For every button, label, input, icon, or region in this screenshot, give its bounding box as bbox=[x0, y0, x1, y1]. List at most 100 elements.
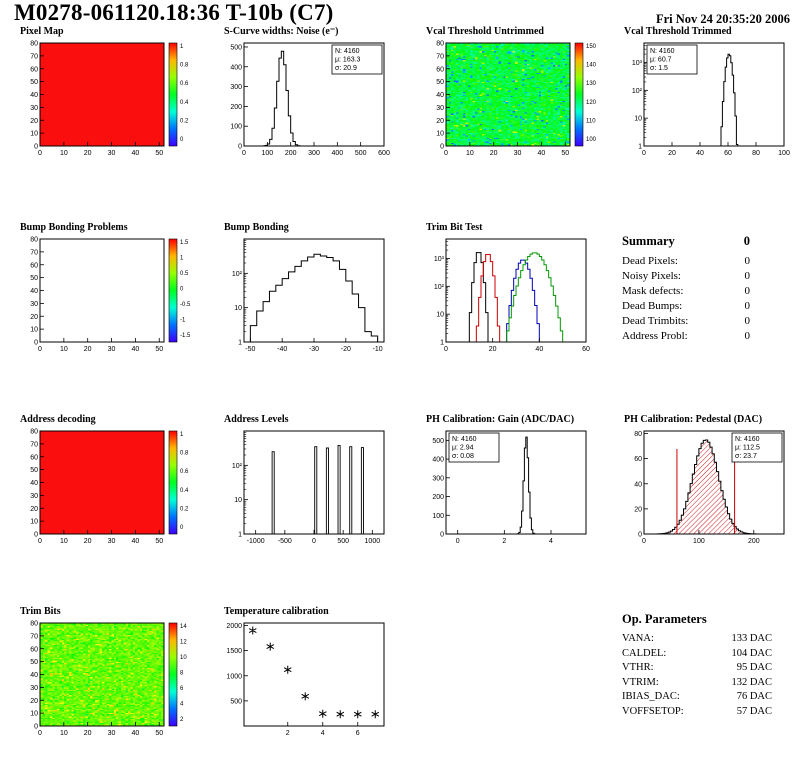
svg-text:80: 80 bbox=[436, 41, 444, 48]
svg-text:200: 200 bbox=[230, 104, 242, 111]
summary-total: 0 bbox=[743, 234, 750, 248]
svg-text:0: 0 bbox=[38, 538, 42, 545]
bump-bonding-chart: -50 -40 -30 -20 -10 1 10 10² bbox=[232, 238, 385, 353]
summary-row-value: 0 bbox=[744, 300, 751, 312]
plot-pixel-map: Pixel Map 0 10 20 30 40 50 0 10 20 30 40 50 60 70 80 1 0… bbox=[14, 26, 210, 162]
svg-text:60: 60 bbox=[30, 262, 38, 269]
ph-pedestal-chart: 0 100 200 0 20 40 60 80 N: 4160 μ: 112.5σ: 23.7 bbox=[634, 430, 785, 545]
trim-bit-test-chart: 0 20 40 60 1 10 10² 10³ bbox=[434, 238, 590, 353]
svg-text:4: 4 bbox=[549, 538, 553, 545]
svg-text:10: 10 bbox=[180, 655, 187, 661]
svg-text:0: 0 bbox=[38, 346, 42, 353]
svg-text:0.5: 0.5 bbox=[180, 271, 189, 277]
svg-text:50: 50 bbox=[30, 659, 38, 666]
svg-text:110: 110 bbox=[586, 118, 596, 124]
svg-text:50: 50 bbox=[561, 150, 569, 157]
svg-text:50: 50 bbox=[436, 79, 444, 86]
svg-text:40: 40 bbox=[535, 346, 543, 353]
svg-text:μ: 2.94: μ: 2.94 bbox=[452, 445, 474, 452]
summary-row-label: Dead Bumps: bbox=[622, 300, 683, 312]
svg-text:100: 100 bbox=[432, 513, 444, 520]
svg-text:0: 0 bbox=[34, 724, 38, 731]
svg-text:20: 20 bbox=[436, 118, 444, 125]
op-parameter-value: 76 DAC bbox=[736, 691, 772, 702]
svg-text:μ: 163.3: μ: 163.3 bbox=[335, 57, 361, 64]
svg-text:10: 10 bbox=[60, 730, 68, 737]
svg-text:-30: -30 bbox=[309, 346, 319, 353]
svg-text:80: 80 bbox=[30, 621, 38, 628]
plot-trim-bit-test: Trim Bit Test 0 20 40 60 1 10 10² 10³ bbox=[420, 222, 596, 358]
vcal-trimmed-chart: 0 20 40 60 80 100 1 10 10² 10³ N: 4160 μ: 60.7σ: 1.… bbox=[632, 42, 790, 157]
svg-text:60: 60 bbox=[634, 456, 642, 463]
op-parameter-value: 104 DAC bbox=[731, 647, 772, 659]
address-levels-chart: -1000 -500 0 500 1000 1 10 10² bbox=[232, 430, 385, 545]
plot-title: PH Calibration: Gain (ADC/DAC) bbox=[426, 414, 575, 425]
svg-text:30: 30 bbox=[514, 150, 522, 157]
svg-text:6: 6 bbox=[180, 686, 184, 692]
op-parameter-row: VANA: 133 DAC bbox=[622, 632, 772, 647]
svg-text:0: 0 bbox=[642, 150, 646, 157]
svg-text:50: 50 bbox=[155, 346, 163, 353]
summary-row-value: 0 bbox=[744, 270, 751, 282]
svg-text:0.2: 0.2 bbox=[180, 506, 189, 512]
op-parameter-row: VOFFSETOP: 57 DAC bbox=[622, 705, 772, 720]
svg-text:10²: 10² bbox=[434, 284, 445, 291]
summary-row-value: 0 bbox=[744, 315, 751, 327]
svg-text:40: 40 bbox=[30, 480, 38, 487]
svg-text:10: 10 bbox=[60, 538, 68, 545]
svg-text:20: 20 bbox=[84, 346, 92, 353]
svg-text:10: 10 bbox=[466, 150, 474, 157]
svg-text:σ: 1.5: σ: 1.5 bbox=[650, 65, 668, 72]
svg-text:0.8: 0.8 bbox=[180, 63, 189, 69]
svg-text:40: 40 bbox=[30, 92, 38, 99]
op-parameters-title: Op. Parameters bbox=[622, 612, 707, 626]
svg-text:σ: 0.08: σ: 0.08 bbox=[452, 453, 474, 460]
svg-text:50: 50 bbox=[155, 538, 163, 545]
summary-row-label: Mask defects: bbox=[622, 285, 684, 297]
plot-title: S-Curve widths: Noise (e⁻) bbox=[224, 26, 339, 37]
summary-row: Dead Bumps: 0 bbox=[622, 299, 750, 314]
op-parameter-row: VTHR: 95 DAC bbox=[622, 661, 772, 676]
plot-title: Trim Bit Test bbox=[426, 222, 483, 233]
summary-row: Noisy Pixels: 0 bbox=[622, 269, 750, 284]
svg-text:10: 10 bbox=[30, 519, 38, 526]
op-parameter-label: VTRIM: bbox=[622, 676, 659, 688]
svg-text:40: 40 bbox=[30, 672, 38, 679]
op-parameter-row: VTRIM: 132 DAC bbox=[622, 676, 772, 691]
svg-text:10: 10 bbox=[634, 116, 642, 123]
svg-text:1: 1 bbox=[180, 256, 184, 262]
svg-text:300: 300 bbox=[308, 150, 320, 157]
svg-text:200: 200 bbox=[432, 494, 444, 501]
svg-text:10: 10 bbox=[234, 305, 242, 312]
svg-text:10²: 10² bbox=[232, 271, 243, 278]
plot-title: Address Levels bbox=[224, 414, 289, 425]
svg-text:0: 0 bbox=[444, 346, 448, 353]
plot-trim-bits: Trim Bits 0 10 20 30 40 50 0 10 20 30 40 50 60 70 80 14… bbox=[14, 606, 210, 742]
svg-text:12: 12 bbox=[180, 640, 187, 646]
svg-text:500: 500 bbox=[230, 44, 242, 51]
svg-text:130: 130 bbox=[586, 81, 597, 87]
svg-text:50: 50 bbox=[30, 79, 38, 86]
plot-ph-gain: PH Calibration: Gain (ADC/DAC) 0 2 4 0 100 20… bbox=[420, 414, 596, 550]
svg-text:20: 20 bbox=[30, 314, 38, 321]
svg-text:1000: 1000 bbox=[365, 538, 381, 545]
plot-vcal-untrimmed: Vcal Threshold Untrimmed 0 10 20 30 40 50 0 10 2… bbox=[420, 26, 616, 162]
svg-text:50: 50 bbox=[30, 275, 38, 282]
svg-text:20: 20 bbox=[668, 150, 676, 157]
plot-temp-calibration: Temperature calibration 2 4 6 500 1000 1500 20… bbox=[218, 606, 394, 742]
plot-title: Trim Bits bbox=[20, 606, 61, 617]
plot-title: Bump Bonding bbox=[224, 222, 289, 233]
svg-text:0: 0 bbox=[456, 538, 460, 545]
svg-text:400: 400 bbox=[432, 457, 444, 464]
svg-text:0: 0 bbox=[440, 144, 444, 151]
op-parameter-row: CALDEL: 104 DAC bbox=[622, 647, 772, 662]
vcal-untrimmed-chart: 0 10 20 30 40 50 0 10 20 30 40 50 60 70 80 150 140 130 120… bbox=[436, 41, 597, 158]
svg-text:N: 4160: N: 4160 bbox=[452, 436, 477, 443]
svg-text:80: 80 bbox=[752, 150, 760, 157]
svg-text:70: 70 bbox=[30, 249, 38, 256]
svg-text:30: 30 bbox=[108, 538, 116, 545]
svg-text:0: 0 bbox=[34, 144, 38, 151]
svg-text:1: 1 bbox=[180, 432, 184, 438]
svg-text:120: 120 bbox=[586, 100, 597, 106]
svg-text:400: 400 bbox=[230, 64, 242, 71]
